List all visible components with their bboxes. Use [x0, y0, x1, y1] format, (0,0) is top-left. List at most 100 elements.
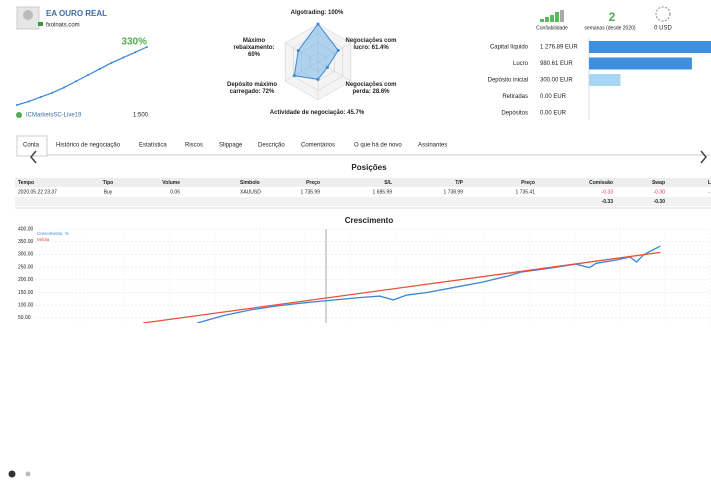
finance-bar [589, 57, 692, 70]
radar-point [336, 48, 340, 52]
next-arrow[interactable] [700, 150, 707, 164]
finance-label: Depósito inicial [488, 78, 528, 84]
finance-value: 980.61 EUR [540, 61, 573, 67]
finance-value: 0.00 EUR [540, 111, 567, 117]
column-header: Preço [521, 180, 535, 186]
finance-value: 1 276.89 EUR [540, 45, 578, 51]
table-totals [15, 197, 711, 206]
radar-label: Negociações com lucro: 61.4% [345, 38, 397, 52]
radar-point [316, 77, 320, 81]
column-header: Comissão [589, 180, 613, 186]
positions-title: Posições [351, 163, 387, 172]
check-icon [16, 112, 22, 118]
radar-spoke [284, 61, 319, 82]
cell: 1 695.99 [373, 189, 393, 195]
growth-point [110, 61, 113, 64]
y-tick-label: 150.00 [18, 290, 34, 296]
cell: - [708, 189, 710, 195]
column-header: Tipo [103, 180, 113, 186]
growth-point [39, 96, 42, 99]
finance-label: Lucro [513, 61, 529, 67]
finance-label: Depósitos [501, 111, 528, 117]
cell: XAUUSD [240, 189, 261, 195]
growth-point [134, 51, 137, 54]
cell: 1 738.99 [444, 189, 464, 195]
cell: -0.33 [602, 189, 614, 195]
cell: Buy [104, 189, 113, 195]
radar-name: Negociações com perda: [345, 82, 397, 95]
radar-label: Depósito máximo carregado: 72% [226, 82, 278, 96]
column-header: Swap [652, 180, 665, 186]
radar-label: Actividade de negociação: 45.7% [262, 110, 372, 117]
radar-label: Máximo rebaixamento: 60% [228, 38, 280, 59]
signal-title[interactable]: EA OURO REAL [46, 9, 107, 18]
total: -0.33 [602, 199, 614, 205]
tab[interactable]: O que há de novo [354, 143, 402, 149]
radar-name: Depósito máximo carregado: [226, 82, 277, 95]
radar-name: Actividade de negociação: [269, 110, 346, 116]
radar-point [296, 49, 300, 53]
growth-point [122, 56, 125, 59]
column-header: S/L [384, 180, 392, 186]
radar-value: 28.6% [372, 89, 390, 95]
growth-point [86, 74, 89, 77]
finance-label: Retiradas [502, 94, 528, 100]
radar-value: 45.7% [347, 110, 365, 116]
growth-point [51, 91, 54, 94]
tab[interactable]: Estatística [139, 143, 167, 149]
tab[interactable]: Comentários [301, 143, 335, 149]
radar-spoke [317, 61, 352, 82]
y-tick-label: 200.00 [18, 277, 34, 283]
radar-label: Algotrading: 100% [285, 10, 349, 17]
finance-bar [589, 74, 621, 86]
flag [38, 22, 43, 26]
dot-active[interactable] [8, 470, 16, 478]
finance-label: Capital líquido [490, 45, 529, 51]
radar-value: 72% [262, 89, 275, 95]
prev-arrow[interactable] [30, 150, 37, 164]
growth-point [63, 86, 66, 89]
tab[interactable]: Riscos [185, 143, 203, 149]
radar-spoke [317, 42, 352, 63]
tab[interactable]: Descrição [258, 143, 285, 149]
chart-title: Crescimento [345, 216, 394, 225]
series-line [143, 251, 661, 323]
radar-label: Negociações com perda: 28.6% [345, 82, 397, 96]
total: -0.30 [654, 199, 666, 205]
y-tick-label: 50.00 [18, 315, 31, 321]
tab[interactable]: Histórico de negociação [56, 143, 121, 149]
tab[interactable]: Slippage [219, 143, 243, 149]
cell: 1 735.99 [301, 189, 321, 195]
radar-spoke [284, 42, 319, 63]
column-header: Volume [162, 180, 180, 186]
weeks: 2 [609, 10, 616, 24]
legend-entry: Média [37, 237, 50, 242]
weeks-label: semanas (desde 2020) [584, 25, 635, 31]
subscription: 0 USD [654, 26, 672, 32]
y-tick-label: 250.00 [18, 264, 34, 270]
radar-point [292, 74, 296, 78]
table-header [15, 178, 711, 187]
tab[interactable]: Conta [23, 143, 40, 149]
growth-line [16, 46, 148, 106]
cell: 2020.05.22 23:37 [18, 189, 57, 195]
y-tick-label: 300.00 [18, 252, 34, 258]
leverage: 1:500 [133, 113, 149, 119]
growth-label: 330% [121, 37, 147, 48]
column-header: T/P [455, 180, 463, 186]
reliability: Confiabilidade [536, 25, 568, 31]
y-tick-label: 400.00 [18, 226, 34, 232]
finance-bar [589, 41, 711, 53]
y-tick-label: 100.00 [18, 303, 34, 309]
gear-icon [655, 6, 671, 22]
reliability-icon [540, 10, 564, 22]
broker[interactable]: ICMarketsSC-Live19 [26, 113, 82, 119]
column-header: L [708, 180, 711, 186]
radar-value: 61.4% [371, 45, 389, 51]
dot[interactable] [25, 471, 31, 477]
radar-name: Negociações com lucro: [345, 38, 397, 51]
growth-point [98, 67, 101, 70]
tab[interactable]: Assinantes [418, 143, 447, 149]
